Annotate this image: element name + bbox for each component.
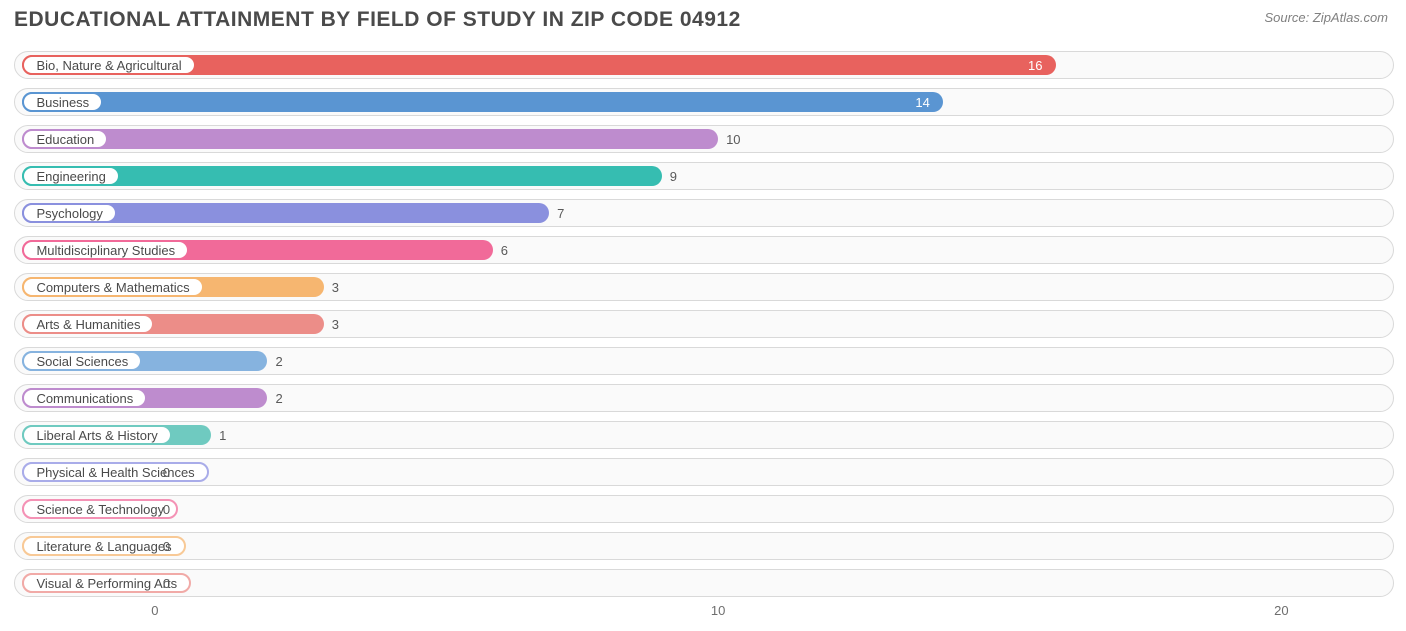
- bar-row: Physical & Health Sciences0: [14, 455, 1394, 489]
- value-label: 7: [557, 206, 564, 221]
- bar-row: Visual & Performing Arts0: [14, 566, 1394, 600]
- value-label: 0: [163, 465, 170, 480]
- bar-row: Communications 2: [14, 381, 1394, 415]
- axis-tick: 10: [711, 603, 725, 618]
- value-label: 16: [1028, 58, 1042, 73]
- bar-row: Bio, Nature & Agricultural 16: [14, 48, 1394, 82]
- bar-track: [14, 532, 1394, 560]
- value-label: 0: [163, 539, 170, 554]
- category-pill: Computers & Mathematics: [22, 277, 203, 297]
- bar-row: Engineering 9: [14, 159, 1394, 193]
- bar-row: Social Sciences 2: [14, 344, 1394, 378]
- value-label: 2: [275, 391, 282, 406]
- category-pill: Education: [22, 129, 108, 149]
- bar-row: Liberal Arts & History 1: [14, 418, 1394, 452]
- axis-tick: 20: [1274, 603, 1288, 618]
- value-label: 0: [163, 576, 170, 591]
- bar-track: [14, 495, 1394, 523]
- bar-fill: [22, 129, 718, 149]
- category-pill: Arts & Humanities: [22, 314, 154, 334]
- bar-track: [14, 458, 1394, 486]
- bar-row: Education 10: [14, 122, 1394, 156]
- bar-fill: [22, 92, 943, 112]
- category-pill: Literature & Languages: [22, 536, 185, 556]
- bar-row: Arts & Humanities 3: [14, 307, 1394, 341]
- category-pill: Social Sciences: [22, 351, 142, 371]
- category-pill: Bio, Nature & Agricultural: [22, 55, 195, 75]
- value-label: 3: [332, 317, 339, 332]
- bar-row: Science & Technology0: [14, 492, 1394, 526]
- value-label: 9: [670, 169, 677, 184]
- value-label: 10: [726, 132, 740, 147]
- bar-row: Psychology 7: [14, 196, 1394, 230]
- bar-row: Business 14: [14, 85, 1394, 119]
- value-label: 14: [915, 95, 929, 110]
- category-pill: Business: [22, 92, 103, 112]
- bar-row: Computers & Mathematics 3: [14, 270, 1394, 304]
- category-pill: Science & Technology: [22, 499, 178, 519]
- value-label: 3: [332, 280, 339, 295]
- value-label: 6: [501, 243, 508, 258]
- category-pill: Engineering: [22, 166, 119, 186]
- chart-area: Bio, Nature & Agricultural16Business14Ed…: [14, 48, 1394, 603]
- value-label: 2: [275, 354, 282, 369]
- category-pill: Psychology: [22, 203, 116, 223]
- category-pill: Multidisciplinary Studies: [22, 240, 189, 260]
- category-pill: Communications: [22, 388, 147, 408]
- category-pill: Physical & Health Sciences: [22, 462, 208, 482]
- chart-title: EDUCATIONAL ATTAINMENT BY FIELD OF STUDY…: [14, 8, 741, 32]
- source-attribution: Source: ZipAtlas.com: [1264, 10, 1388, 25]
- bar-track: [14, 569, 1394, 597]
- value-label: 0: [163, 502, 170, 517]
- category-pill: Liberal Arts & History: [22, 425, 171, 445]
- bar-row: Multidisciplinary Studies 6: [14, 233, 1394, 267]
- x-axis: 0 10 20: [14, 603, 1394, 623]
- axis-tick: 0: [151, 603, 158, 618]
- bar-row: Literature & Languages0: [14, 529, 1394, 563]
- value-label: 1: [219, 428, 226, 443]
